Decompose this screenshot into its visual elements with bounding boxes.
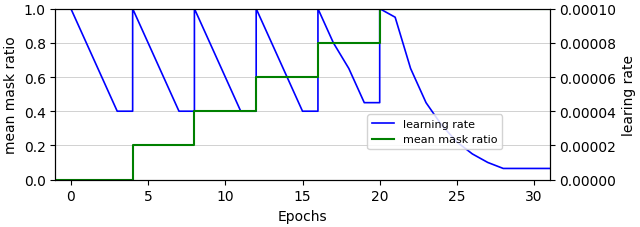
learning rate	[499, 167, 507, 170]
mean mask ratio	[252, 110, 260, 113]
mean mask ratio	[546, 8, 554, 11]
learning rate	[360, 102, 368, 105]
learning rate	[221, 76, 229, 79]
mean mask ratio	[314, 42, 322, 45]
mean mask ratio	[129, 178, 136, 181]
learning rate	[67, 8, 75, 11]
learning rate	[468, 153, 476, 155]
learning rate	[98, 76, 106, 79]
learning rate	[129, 8, 136, 11]
Y-axis label: mean mask ratio: mean mask ratio	[4, 36, 18, 153]
learning rate	[206, 42, 214, 45]
learning rate	[391, 17, 399, 20]
learning rate	[314, 110, 322, 113]
mean mask ratio	[52, 178, 60, 181]
learning rate	[67, 8, 75, 11]
learning rate	[299, 110, 307, 113]
learning rate	[83, 42, 90, 45]
learning rate	[252, 8, 260, 11]
mean mask ratio	[252, 76, 260, 79]
learning rate	[546, 167, 554, 170]
learning rate	[314, 8, 322, 11]
learning rate	[160, 76, 168, 79]
learning rate	[484, 161, 492, 164]
learning rate	[129, 110, 136, 113]
learning rate	[453, 141, 461, 144]
learning rate	[252, 110, 260, 113]
mean mask ratio	[314, 76, 322, 79]
learning rate	[191, 110, 198, 113]
X-axis label: Epochs: Epochs	[278, 209, 327, 223]
Line: mean mask ratio: mean mask ratio	[56, 10, 550, 180]
learning rate	[175, 110, 183, 113]
Line: learning rate: learning rate	[56, 10, 550, 169]
learning rate	[113, 110, 121, 113]
learning rate	[284, 76, 291, 79]
learning rate	[515, 167, 522, 170]
learning rate	[237, 110, 244, 113]
Legend: learning rate, mean mask ratio: learning rate, mean mask ratio	[367, 115, 502, 149]
learning rate	[268, 42, 275, 45]
learning rate	[438, 124, 445, 127]
learning rate	[144, 42, 152, 45]
learning rate	[191, 8, 198, 11]
Y-axis label: learing rate: learing rate	[622, 54, 636, 135]
learning rate	[531, 167, 538, 170]
mean mask ratio	[376, 8, 383, 11]
learning rate	[376, 102, 383, 105]
learning rate	[376, 8, 383, 11]
learning rate	[52, 8, 60, 11]
mean mask ratio	[129, 144, 136, 147]
learning rate	[330, 42, 337, 45]
mean mask ratio	[191, 144, 198, 147]
mean mask ratio	[376, 42, 383, 45]
learning rate	[345, 68, 353, 71]
learning rate	[422, 102, 430, 105]
learning rate	[407, 68, 415, 71]
mean mask ratio	[191, 110, 198, 113]
